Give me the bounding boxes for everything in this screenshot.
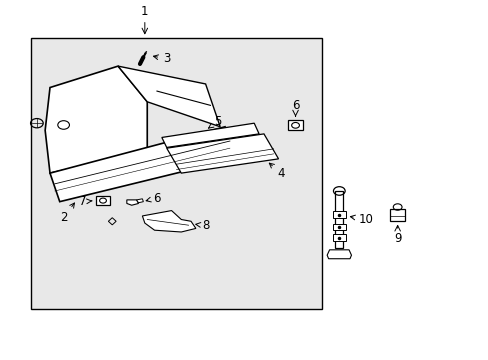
Polygon shape: [126, 200, 138, 205]
Polygon shape: [50, 127, 234, 202]
Polygon shape: [45, 66, 147, 173]
Polygon shape: [142, 211, 196, 232]
Text: 8: 8: [195, 219, 209, 232]
Text: 9: 9: [393, 231, 401, 245]
Text: 5: 5: [208, 115, 221, 128]
Text: 6: 6: [291, 99, 299, 112]
Polygon shape: [166, 134, 278, 173]
Polygon shape: [136, 199, 143, 203]
Bar: [30, 37, 322, 309]
Text: 1: 1: [141, 5, 148, 18]
Polygon shape: [326, 250, 351, 259]
Bar: [287, 120, 302, 130]
Text: 6: 6: [146, 192, 161, 204]
Text: 4: 4: [269, 163, 284, 180]
Polygon shape: [162, 123, 259, 148]
Bar: [335, 191, 343, 248]
Bar: [332, 224, 346, 230]
Text: 10: 10: [350, 213, 373, 226]
Bar: [332, 211, 346, 218]
Text: 7: 7: [79, 195, 92, 208]
Polygon shape: [118, 66, 220, 127]
Text: 3: 3: [153, 53, 170, 66]
Text: 2: 2: [60, 203, 74, 224]
Bar: [96, 196, 110, 205]
Bar: [332, 234, 346, 241]
Bar: [389, 209, 404, 221]
